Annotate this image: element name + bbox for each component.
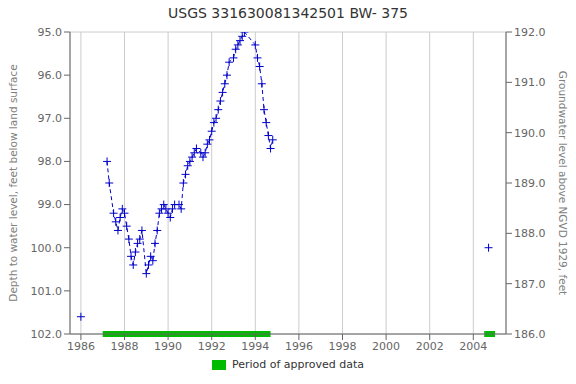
svg-text:1990: 1990 bbox=[154, 340, 182, 353]
svg-text:186.0: 186.0 bbox=[514, 328, 546, 341]
svg-text:188.0: 188.0 bbox=[514, 227, 546, 240]
svg-text:Depth to water level, feet bel: Depth to water level, feet below land su… bbox=[8, 64, 19, 301]
svg-text:100.0: 100.0 bbox=[31, 242, 63, 255]
svg-text:187.0: 187.0 bbox=[514, 278, 546, 291]
svg-text:95.0: 95.0 bbox=[38, 26, 63, 39]
svg-text:96.0: 96.0 bbox=[38, 69, 63, 82]
svg-text:Groundwater level above NGVD 1: Groundwater level above NGVD 1929, feet bbox=[557, 71, 568, 295]
svg-text:1992: 1992 bbox=[198, 340, 226, 353]
svg-text:1988: 1988 bbox=[111, 340, 139, 353]
svg-text:1998: 1998 bbox=[329, 340, 357, 353]
html-text:Period of approved data: Period of approved data bbox=[231, 358, 365, 371]
svg-text:2000: 2000 bbox=[372, 340, 400, 353]
svg-text:2002: 2002 bbox=[416, 340, 444, 353]
svg-text:1986: 1986 bbox=[67, 340, 95, 353]
svg-text:192.0: 192.0 bbox=[514, 26, 546, 39]
html-text:USGS 331630081342501 BW- 375: USGS 331630081342501 BW- 375 bbox=[168, 5, 408, 21]
svg-text:189.0: 189.0 bbox=[514, 177, 546, 190]
svg-text:99.0: 99.0 bbox=[38, 198, 63, 211]
svg-text:97.0: 97.0 bbox=[38, 112, 63, 125]
svg-text:1996: 1996 bbox=[285, 340, 313, 353]
svg-text:101.0: 101.0 bbox=[31, 285, 63, 298]
svg-text:1994: 1994 bbox=[241, 340, 269, 353]
svg-text:191.0: 191.0 bbox=[514, 76, 546, 89]
svg-text:190.0: 190.0 bbox=[514, 127, 546, 140]
svg-text:98.0: 98.0 bbox=[38, 155, 63, 168]
svg-text:102.0: 102.0 bbox=[31, 328, 63, 341]
svg-text:2004: 2004 bbox=[459, 340, 487, 353]
